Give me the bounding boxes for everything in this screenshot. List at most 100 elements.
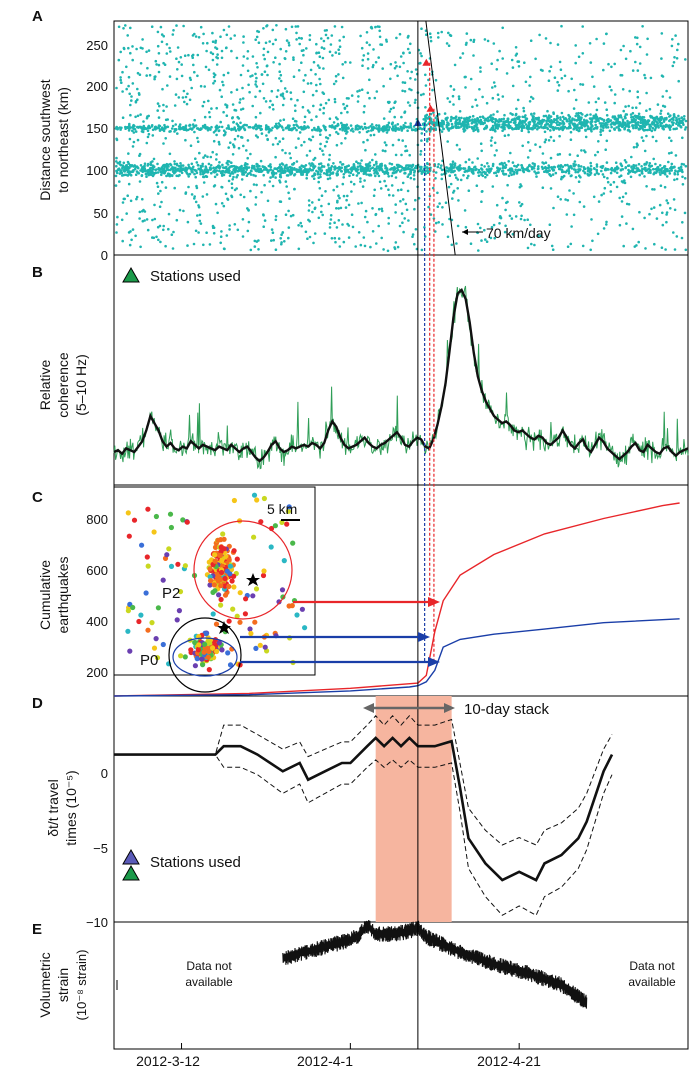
seismicity-point (333, 165, 336, 169)
seismicity-point (361, 58, 365, 62)
stack-window (375, 696, 452, 922)
seismicity-point (245, 174, 249, 177)
seismicity-point (669, 207, 672, 210)
seismicity-point (240, 136, 244, 139)
seismicity-point (550, 244, 554, 248)
seismicity-point (297, 69, 301, 72)
seismicity-point (205, 168, 209, 172)
seismicity-point (568, 122, 571, 125)
seismicity-point (635, 114, 638, 118)
inset-quake-dot (155, 605, 161, 611)
seismicity-point (228, 174, 232, 178)
seismicity-point (344, 206, 348, 209)
seismicity-point (373, 96, 377, 100)
seismicity-point (396, 164, 399, 167)
panel-d-traveltimes (114, 696, 614, 922)
seismicity-point (274, 122, 278, 126)
seismicity-point (579, 126, 582, 129)
seismicity-point (161, 171, 165, 174)
seismicity-point (151, 160, 154, 163)
seismicity-point (121, 239, 124, 243)
seismicity-point (672, 231, 675, 234)
seismicity-point (518, 201, 521, 204)
seismicity-point (640, 171, 644, 175)
seismicity-point (411, 235, 414, 238)
seismicity-point (233, 223, 237, 226)
inset-quake-dot (153, 513, 159, 520)
seismicity-point (680, 116, 684, 119)
seismicity-point (321, 164, 324, 168)
seismicity-point (653, 188, 656, 191)
seismicity-point (365, 31, 369, 34)
seismicity-point (420, 132, 424, 135)
seismicity-point (354, 245, 358, 248)
seismicity-point (461, 52, 465, 55)
seismicity-point (549, 156, 553, 160)
seismicity-point (413, 101, 417, 104)
seismicity-point (357, 95, 360, 98)
seismicity-point (377, 224, 381, 228)
seismicity-point (322, 111, 325, 115)
seismicity-point (640, 165, 643, 168)
seismicity-point (161, 87, 164, 91)
seismicity-point (191, 53, 195, 57)
seismicity-point (632, 120, 635, 123)
seismicity-point (236, 173, 239, 177)
seismicity-point (128, 92, 131, 96)
seismicity-point (232, 168, 236, 171)
seismicity-point (664, 248, 667, 251)
seismicity-point (155, 126, 159, 130)
seismicity-point (568, 115, 571, 118)
seismicity-point (533, 170, 536, 173)
p0-arrow-upper-head (418, 632, 430, 642)
seismicity-point (491, 185, 495, 188)
seismicity-point (463, 129, 467, 132)
seismicity-point (292, 75, 296, 78)
seismicity-point (254, 38, 257, 41)
seismicity-point (527, 130, 530, 134)
seismicity-point (401, 181, 405, 185)
seismicity-point (225, 127, 229, 130)
seismicity-point (140, 174, 144, 177)
seismicity-point (571, 117, 574, 120)
seismicity-point (320, 46, 324, 49)
seismicity-point (673, 172, 677, 176)
seismicity-point (306, 125, 310, 129)
seismicity-point (145, 116, 149, 120)
inset-quake-dot (207, 582, 213, 588)
seismicity-point (297, 168, 301, 172)
seismicity-point (575, 119, 579, 122)
seismicity-point (315, 42, 318, 46)
seismicity-point (309, 82, 313, 85)
seismicity-point (400, 212, 404, 215)
seismicity-point (135, 170, 139, 173)
seismicity-point (575, 125, 579, 129)
seismicity-point (575, 128, 579, 131)
panel-d-legend: Stations used (150, 854, 241, 871)
seismicity-point (665, 89, 668, 93)
seismicity-point (584, 150, 587, 154)
seismicity-point (455, 118, 459, 122)
seismicity-point (473, 121, 476, 124)
seismicity-point (203, 170, 207, 173)
seismicity-point (675, 57, 679, 60)
seismicity-point (359, 243, 363, 247)
seismicity-point (125, 166, 128, 170)
seismicity-point (249, 152, 252, 156)
seismicity-point (567, 172, 571, 175)
seismicity-point (159, 240, 162, 244)
seismicity-point (153, 77, 156, 81)
seismicity-point (154, 75, 157, 78)
seismicity-point (337, 73, 340, 76)
seismicity-point (544, 114, 548, 118)
seismicity-point (370, 25, 373, 29)
panel-a-ytick: 250 (86, 38, 108, 53)
seismicity-point (259, 128, 263, 132)
inset-quake-dot (226, 618, 232, 624)
seismicity-point (330, 34, 334, 37)
seismicity-point (235, 56, 239, 60)
seismicity-point (442, 127, 446, 131)
seismicity-point (205, 231, 208, 234)
seismicity-point (427, 78, 430, 82)
